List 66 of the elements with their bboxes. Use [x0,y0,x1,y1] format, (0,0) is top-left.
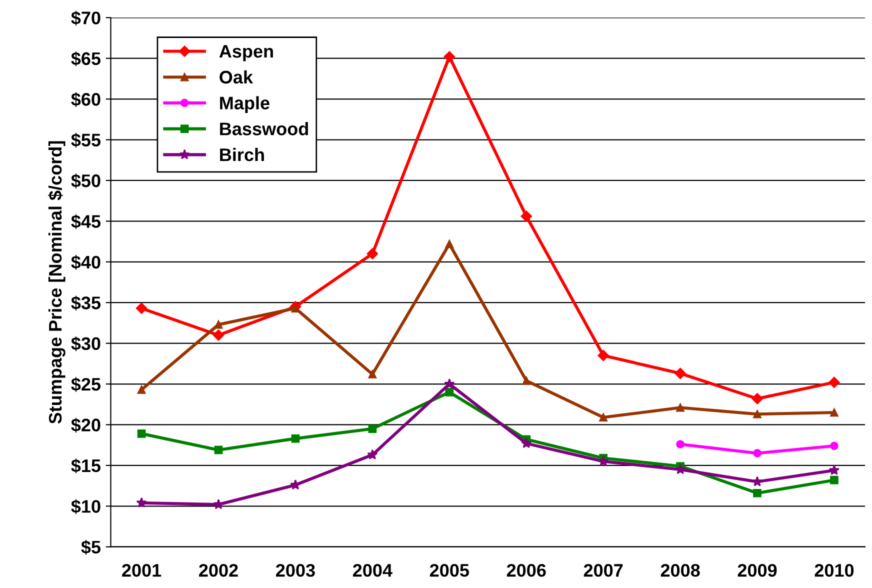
point [676,403,684,412]
x-tick-label: 2005 [430,564,469,577]
x-tick-label: 2006 [506,564,546,577]
x-tick-label: 2004 [352,564,392,577]
legend-label: Aspen [219,45,273,62]
point [137,430,146,438]
point [674,368,686,380]
legend-label: Birch [220,148,264,162]
point [753,488,762,498]
point [291,434,300,443]
point [521,438,532,448]
x-tick-label: 2003 [276,564,315,577]
point [830,408,838,417]
y-tick-label: $35 [71,296,101,310]
point [136,497,147,508]
x-tick-label: 2001 [122,564,162,577]
y-tick-label: $50 [71,174,100,188]
point [366,248,378,260]
x-tick-label: 2007 [584,564,623,577]
point [290,479,301,490]
point [753,449,762,458]
x-tick-label: 2009 [738,564,777,577]
point [520,210,532,222]
point [368,370,377,378]
point [828,376,840,388]
point [830,476,838,484]
y-tick-label: $65 [71,51,101,66]
point [752,476,763,486]
x-tick-label: 2002 [199,564,238,577]
legend-label: Basswood [220,122,308,136]
legend-label: Oak [220,70,254,84]
x-tick-label: 2010 [814,564,854,577]
point [828,464,840,475]
point [445,388,454,396]
point [522,376,531,385]
point [830,442,838,450]
y-tick-label: $45 [71,214,101,230]
point [676,440,684,448]
x-tick-label: 2008 [660,564,700,577]
point [598,350,609,362]
y-axis-title: Stumpage Price [Nominal $/cord] [48,141,66,424]
y-tick-label: $25 [71,377,101,392]
point [367,449,378,460]
point [136,302,148,314]
legend-label: Maple [220,96,270,114]
y-tick-label: $30 [71,336,100,352]
y-tick-label: $10 [71,499,100,514]
point [368,424,377,433]
point [137,386,146,394]
y-tick-label: $15 [71,458,101,474]
point [444,51,456,62]
point [598,456,609,466]
y-tick-label: $20 [71,418,100,433]
y-tick-label: $5 [81,540,101,555]
point [599,413,608,422]
point [752,393,763,404]
y-tick-label: $70 [71,10,100,26]
point [674,464,686,474]
point [444,378,455,389]
point [445,240,454,248]
y-tick-label: $40 [71,255,100,270]
point [753,410,762,418]
point [214,446,223,454]
y-tick-label: $55 [71,132,101,148]
y-tick-label: $60 [71,92,100,107]
point [212,330,224,341]
